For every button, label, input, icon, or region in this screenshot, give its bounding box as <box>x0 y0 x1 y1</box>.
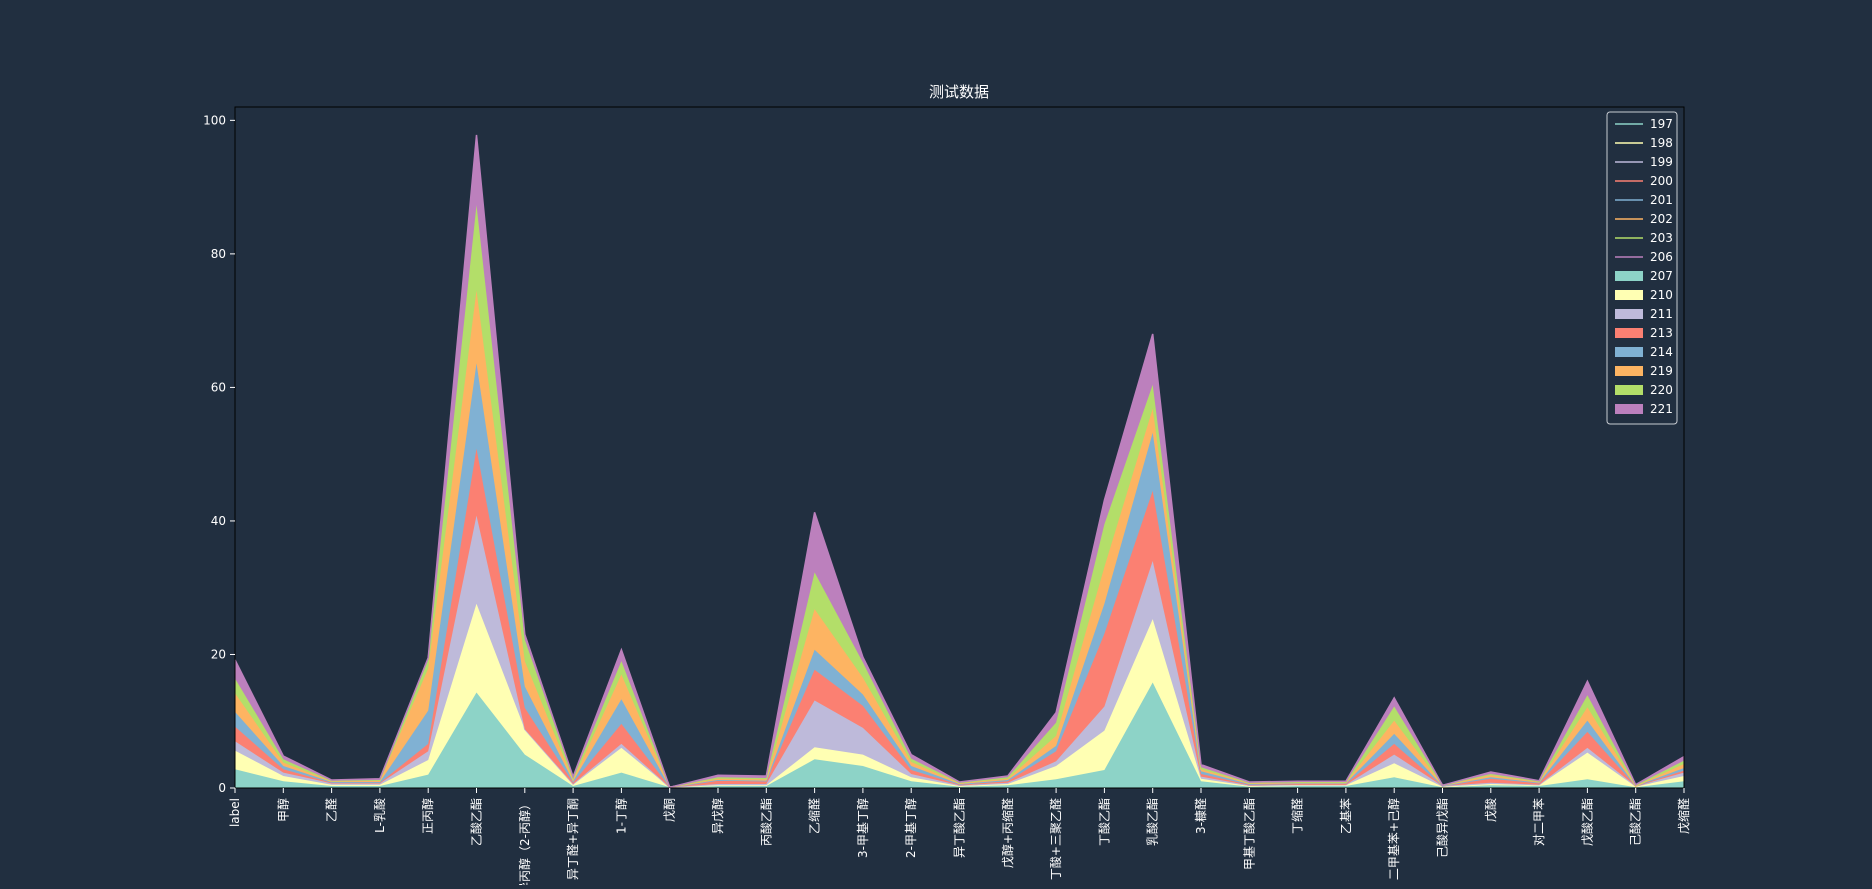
x-tick-label: 异丙醇（2-丙醇） <box>517 798 532 885</box>
x-tick-label: 正丙醇 <box>420 798 435 834</box>
legend-box <box>1606 111 1678 425</box>
legend-label-214: 214 <box>1650 345 1673 359</box>
x-tick-label: 对二甲苯 <box>1532 798 1546 846</box>
y-tick-label: 100 <box>203 113 226 127</box>
area-edge-221 <box>234 134 1685 789</box>
legend-patch-220 <box>1615 385 1643 395</box>
legend-label-197: 197 <box>1650 117 1673 131</box>
x-tick-label: 异丁酸乙酯 <box>952 798 967 858</box>
x-tick-label: 3-糠醛 <box>1193 798 1208 834</box>
x-tick-label: 1-丁醇 <box>613 798 628 834</box>
x-tick-label: 戊酸 <box>1483 798 1498 822</box>
x-tick-label: 戊酸乙酯 <box>1579 798 1594 846</box>
legend-label-219: 219 <box>1650 364 1673 378</box>
x-tick-label: 丁酸乙酯 <box>1096 798 1111 846</box>
legend-label-206: 206 <box>1650 250 1673 264</box>
x-tick-label: 戊酮 <box>663 798 677 822</box>
legend: 197 198 199 200 201 202 203 206 207 210 211 213 214 2… <box>1606 111 1678 425</box>
area-layer <box>234 134 1685 789</box>
x-tick-label: L-乳酸 <box>372 798 387 833</box>
x-tick-label: 戊缩醛 <box>1676 798 1691 834</box>
legend-label-202: 202 <box>1650 212 1673 226</box>
legend-label-211: 211 <box>1650 307 1673 321</box>
x-tick-label: 乳酸乙酯 <box>1145 798 1160 846</box>
x-tick-label: label <box>228 798 242 827</box>
y-tick-label: 20 <box>211 647 226 661</box>
x-tick-label: 己酸异戊酯 <box>1435 798 1450 858</box>
x-tick-label: 丁缩醛 <box>1290 798 1305 834</box>
legend-label-203: 203 <box>1650 231 1673 245</box>
legend-label-199: 199 <box>1650 155 1673 169</box>
legend-patch-214 <box>1615 347 1643 357</box>
x-tick-label: 异丁醛+异丁酮 <box>565 798 580 880</box>
x-tick-label: 3-甲基丁醇 <box>855 798 870 858</box>
x-tick-label: 乙醛 <box>324 798 339 822</box>
x-tick-label: 异戊醇 <box>710 798 725 834</box>
legend-patch-221 <box>1615 404 1643 414</box>
legend-label-210: 210 <box>1650 288 1673 302</box>
legend-label-207: 207 <box>1650 269 1673 283</box>
x-tick-label: 己酸乙酯 <box>1628 798 1643 846</box>
legend-label-198: 198 <box>1650 136 1673 150</box>
x-tick-label: 2-甲基丁醇 <box>903 798 918 858</box>
x-tick-label: 甲基丁酸乙酯 <box>1241 798 1256 870</box>
x-tick-label: 乙缩醛 <box>807 798 822 834</box>
x-tick-label: 乙酸乙酯 <box>469 798 484 846</box>
legend-label-201: 201 <box>1650 193 1673 207</box>
x-tick-label: 乙基苯 <box>1339 798 1353 834</box>
legend-label-200: 200 <box>1650 174 1673 188</box>
x-tick-label: 二甲基苯+己醇 <box>1386 798 1401 880</box>
y-tick-label: 80 <box>211 247 226 261</box>
x-tick-label: 甲醇 <box>275 798 290 822</box>
legend-patch-207 <box>1615 271 1643 281</box>
y-tick-label: 0 <box>218 781 226 795</box>
y-tick-label: 40 <box>211 514 226 528</box>
x-tick-label: 丙酸乙酯 <box>758 798 773 846</box>
legend-patch-211 <box>1615 309 1643 319</box>
axes-layer: 0 20 40 60 80 100 label 甲醇 乙醛 L-乳酸 正丙醇 乙酸乙酯 异丙醇（2-丙醇… <box>203 106 1691 889</box>
chart-title: 测试数据 <box>929 83 989 101</box>
legend-label-221: 221 <box>1650 402 1673 416</box>
legend-label-213: 213 <box>1650 326 1673 340</box>
legend-patch-213 <box>1615 328 1643 338</box>
legend-patch-210 <box>1615 290 1643 300</box>
x-tick-label: 丁酸+三聚乙醛 <box>1048 798 1063 880</box>
y-tick-label: 60 <box>211 380 226 394</box>
legend-patch-219 <box>1615 366 1643 376</box>
x-tick-label: 戊醇+丙缩醛 <box>1000 798 1015 868</box>
legend-label-220: 220 <box>1650 383 1673 397</box>
